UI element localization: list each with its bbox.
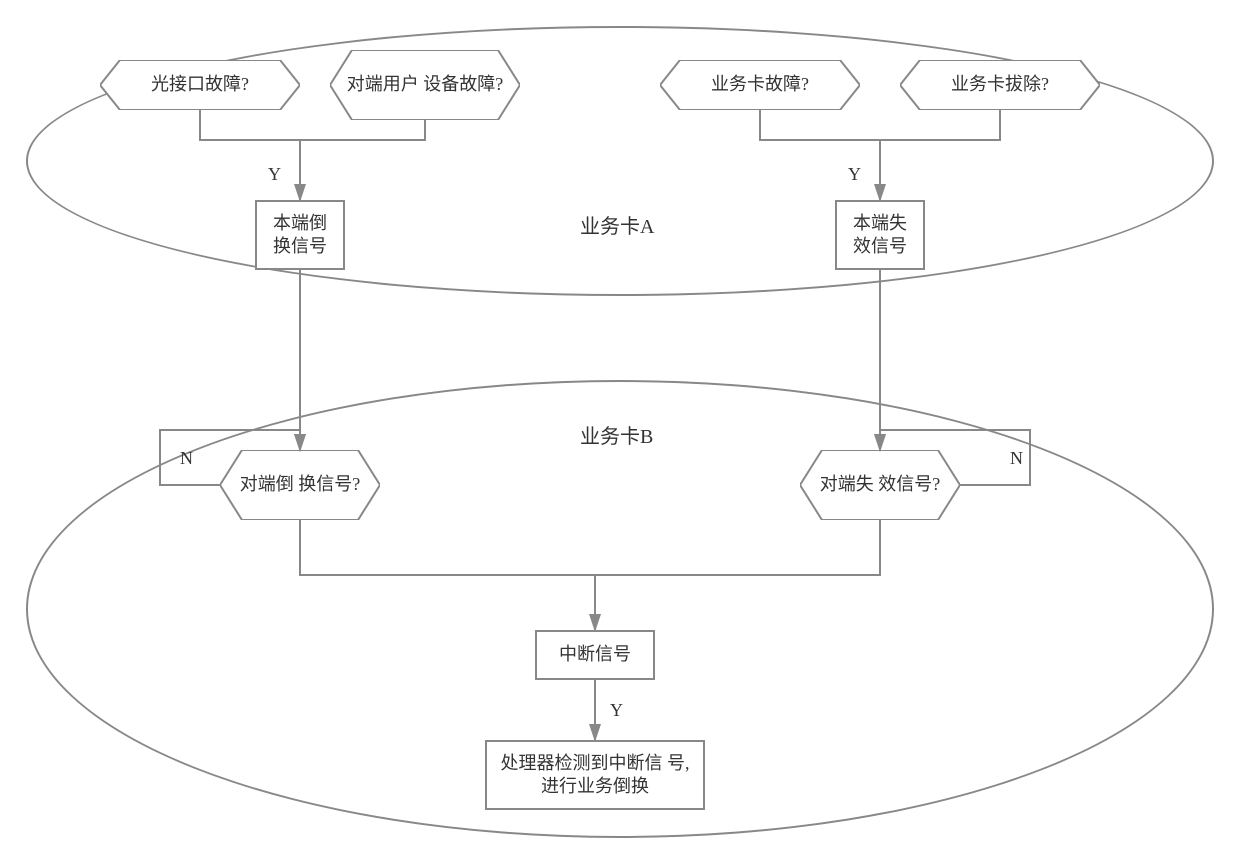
edge-label-y2: Y — [848, 164, 861, 185]
decision-optical-interface-fault: 光接口故障? — [100, 60, 300, 110]
decision-peer-fail-signal: 对端失 效信号? — [800, 450, 960, 520]
edge-label-y1: Y — [268, 164, 281, 185]
flowchart-container: 业务卡A 业务卡B 光接口故障? 对端用户 设备故障? 业务卡故障? 业务卡拔除… — [20, 20, 1220, 844]
decision-peer-user-device-fault: 对端用户 设备故障? — [330, 50, 520, 120]
decision-service-card-removed: 业务卡拔除? — [900, 60, 1100, 110]
card-a-label: 业务卡A — [580, 210, 654, 239]
decision-peer-switch-signal: 对端倒 换信号? — [220, 450, 380, 520]
local-switch-signal-box: 本端倒 换信号 — [255, 200, 345, 270]
processor-switch-box: 处理器检测到中断信 号, 进行业务倒换 — [485, 740, 705, 810]
edge-label-n1: N — [180, 448, 193, 469]
card-b-label: 业务卡B — [580, 420, 653, 449]
decision-service-card-fault: 业务卡故障? — [660, 60, 860, 110]
edge-label-n2: N — [1010, 448, 1023, 469]
local-fail-signal-box: 本端失 效信号 — [835, 200, 925, 270]
interrupt-signal-box: 中断信号 — [535, 630, 655, 680]
edge-label-y3: Y — [610, 700, 623, 721]
